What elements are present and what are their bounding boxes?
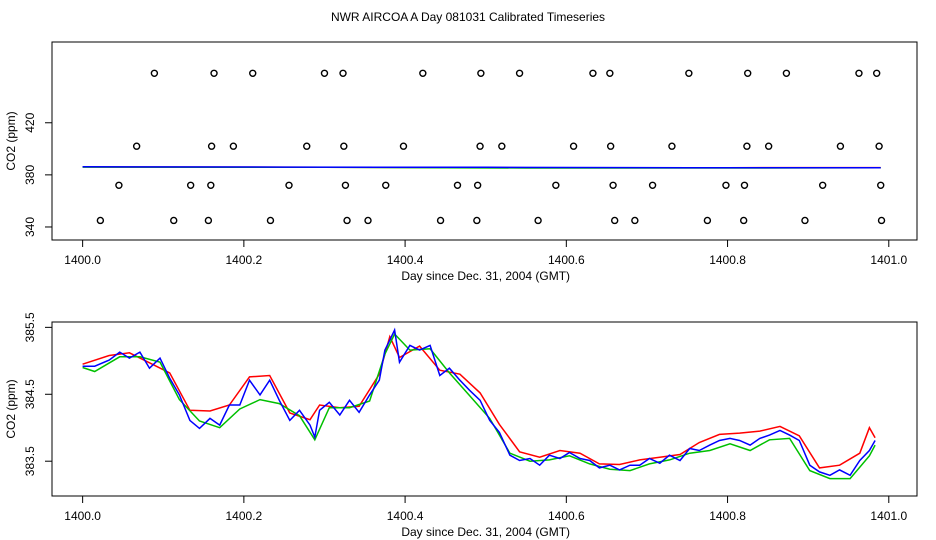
chart-title: NWR AIRCOA A Day 081031 Calibrated Times…: [331, 10, 605, 24]
data-point: [473, 181, 482, 189]
data-point: [170, 216, 178, 225]
data-line: [82, 332, 876, 480]
plot-frame: [51, 321, 918, 497]
y-axis-label: CO2 (ppm): [4, 111, 18, 170]
y-tick-label: 385.5: [23, 312, 37, 342]
data-point: [364, 216, 372, 225]
data-point: [764, 142, 773, 150]
data-point: [115, 181, 123, 189]
data-point: [204, 216, 213, 225]
data-point: [534, 216, 542, 225]
data-point: [186, 181, 195, 189]
data-point: [855, 69, 863, 77]
data-point: [877, 216, 886, 225]
data-point: [836, 142, 845, 150]
x-axis-label: Day since Dec. 31, 2004 (GMT): [401, 525, 570, 539]
data-point: [668, 142, 676, 150]
data-point: [743, 142, 751, 150]
data-point: [631, 216, 639, 225]
data-point: [744, 69, 752, 77]
data-point: [453, 181, 462, 189]
data-point: [285, 181, 293, 189]
data-line: [82, 334, 876, 469]
x-tick-label: 1400.8: [709, 253, 746, 267]
data-point: [703, 216, 712, 225]
data-line: [82, 166, 881, 169]
data-point: [476, 142, 484, 150]
y-axis-label: CO2 (ppm): [4, 379, 18, 438]
data-point: [341, 181, 350, 189]
plot-frame: [51, 41, 918, 241]
x-tick-label: 1400.6: [548, 253, 585, 267]
data-point: [610, 216, 619, 225]
x-tick-label: 1400.2: [226, 253, 263, 267]
data-point: [609, 181, 617, 189]
y-tick-label: 420: [23, 112, 37, 132]
data-point: [340, 142, 348, 150]
data-point: [399, 142, 408, 150]
x-tick-label: 1400.6: [548, 509, 585, 523]
data-point: [606, 69, 614, 77]
x-tick-label: 1400.2: [226, 509, 263, 523]
data-point: [498, 142, 506, 150]
data-point: [343, 216, 351, 225]
data-point: [818, 181, 827, 189]
y-tick-label: 380: [23, 165, 37, 185]
data-point: [266, 216, 275, 225]
data-point: [782, 69, 791, 77]
y-tick-label: 384.5: [23, 379, 37, 409]
data-point: [875, 142, 883, 150]
data-point: [477, 69, 485, 77]
data-point: [739, 216, 748, 225]
data-point: [132, 142, 141, 150]
x-tick-label: 1400.0: [64, 253, 101, 267]
data-point: [589, 69, 597, 77]
data-point: [801, 216, 809, 225]
y-tick-label: 383.5: [23, 446, 37, 476]
data-point: [320, 69, 329, 77]
x-axis-label: Day since Dec. 31, 2004 (GMT): [401, 269, 570, 283]
data-point: [648, 181, 657, 189]
data-point: [339, 69, 347, 77]
x-tick-label: 1400.8: [709, 509, 746, 523]
data-point: [150, 69, 159, 77]
data-point: [606, 142, 615, 150]
data-line: [82, 327, 876, 477]
x-tick-label: 1400.4: [387, 253, 424, 267]
data-point: [552, 181, 560, 189]
data-point: [740, 181, 749, 189]
data-point: [207, 142, 216, 150]
data-point: [382, 181, 390, 189]
data-point: [515, 69, 524, 77]
x-tick-label: 1400.0: [64, 509, 101, 523]
x-tick-label: 1400.4: [387, 509, 424, 523]
x-tick-label: 1401.0: [870, 509, 907, 523]
data-point: [303, 142, 311, 150]
x-tick-label: 1401.0: [870, 253, 907, 267]
data-point: [872, 69, 881, 77]
data-point: [96, 216, 105, 225]
data-point: [473, 216, 481, 225]
data-point: [419, 69, 427, 77]
data-point: [877, 181, 885, 189]
data-point: [249, 69, 257, 77]
data-point: [436, 216, 445, 225]
data-point: [207, 181, 215, 189]
y-tick-label: 340: [23, 217, 37, 237]
data-point: [722, 181, 730, 189]
data-point: [229, 142, 238, 150]
data-point: [685, 69, 693, 77]
data-point: [569, 142, 578, 150]
data-point: [210, 69, 218, 77]
